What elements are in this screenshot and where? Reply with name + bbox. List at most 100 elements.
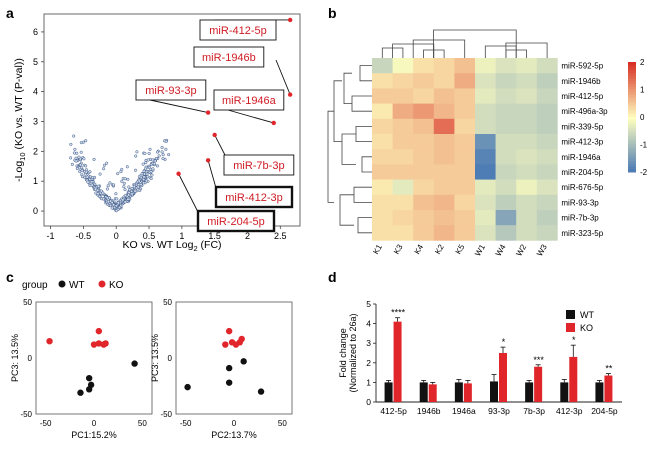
heatmap-cell bbox=[434, 73, 455, 89]
data-point bbox=[69, 157, 72, 160]
bar bbox=[455, 382, 463, 402]
heatmap-cell bbox=[516, 210, 537, 226]
data-point bbox=[84, 165, 87, 168]
data-point bbox=[117, 202, 120, 205]
row-label: miR-7b-3p bbox=[561, 214, 599, 223]
data-point bbox=[142, 178, 145, 181]
data-point bbox=[73, 152, 76, 155]
data-point bbox=[89, 170, 92, 173]
heatmap-cell bbox=[475, 225, 496, 241]
data-point bbox=[100, 190, 103, 193]
y-tick-label: 0 bbox=[366, 397, 371, 407]
data-point bbox=[124, 194, 127, 197]
row-dendrogram-branch bbox=[362, 157, 372, 172]
data-point bbox=[102, 167, 105, 170]
pca-point bbox=[96, 328, 102, 334]
heatmap-cell bbox=[454, 73, 475, 89]
data-point bbox=[146, 175, 149, 178]
y-tick-label: 3 bbox=[33, 116, 38, 126]
bar bbox=[534, 367, 542, 402]
data-point bbox=[150, 170, 153, 173]
data-point bbox=[75, 160, 78, 163]
data-point bbox=[83, 157, 86, 160]
legend-swatch bbox=[566, 323, 575, 332]
significance-marker: * bbox=[502, 337, 506, 347]
heatmap-cell bbox=[434, 149, 455, 165]
x-tick-label: 50 bbox=[138, 419, 147, 428]
y-axis-label: PC3: 13.5% bbox=[150, 334, 160, 382]
y-tick-label: 4 bbox=[33, 87, 38, 97]
x-axis-label: PC1:15.2% bbox=[71, 430, 117, 440]
data-point bbox=[99, 173, 102, 176]
pca-point bbox=[88, 382, 94, 388]
heatmap-cell bbox=[496, 225, 517, 241]
color-scale-label: -1 bbox=[640, 141, 648, 150]
bar bbox=[385, 382, 393, 402]
data-point bbox=[140, 183, 143, 186]
y-tick-label: 6 bbox=[33, 27, 38, 37]
color-scale-label: -2 bbox=[640, 168, 648, 177]
data-point bbox=[144, 152, 147, 155]
heatmap-cell bbox=[413, 210, 434, 226]
heatmap-cell bbox=[454, 119, 475, 135]
row-label: miR-412-3p bbox=[561, 138, 603, 147]
heatmap-cell bbox=[537, 73, 558, 89]
data-point bbox=[165, 148, 168, 151]
heatmap-cell bbox=[413, 180, 434, 196]
row-dendrogram-branch bbox=[360, 66, 372, 81]
heatmap-cell bbox=[537, 58, 558, 74]
data-point bbox=[145, 161, 148, 164]
heatmap-cell bbox=[393, 73, 414, 89]
heatmap-cell bbox=[393, 180, 414, 196]
x-tick-label: 2 bbox=[245, 231, 250, 241]
pca-point bbox=[239, 336, 245, 342]
data-point bbox=[128, 188, 131, 191]
heatmap-cell bbox=[496, 195, 517, 211]
panel-letter: a bbox=[6, 5, 14, 21]
heatmap-cell bbox=[496, 180, 517, 196]
heatmap-cell bbox=[475, 119, 496, 135]
y-tick-label: 5 bbox=[33, 57, 38, 67]
data-point bbox=[162, 157, 165, 160]
data-point bbox=[137, 186, 140, 189]
data-point bbox=[93, 158, 96, 161]
x-tick-label: 0 bbox=[232, 419, 237, 428]
heatmap-cell bbox=[475, 164, 496, 180]
y-tick-label: 0 bbox=[28, 354, 33, 363]
heatmap-cell bbox=[516, 73, 537, 89]
heatmap-cell bbox=[393, 149, 414, 165]
pca-frame bbox=[176, 302, 292, 414]
data-point bbox=[80, 166, 83, 169]
row-label: miR-93-3p bbox=[561, 198, 599, 207]
data-point bbox=[141, 172, 144, 175]
heatmap-cell bbox=[454, 210, 475, 226]
x-tick-label: -1 bbox=[47, 231, 55, 241]
heatmap-cell bbox=[454, 180, 475, 196]
y-tick-label: -50 bbox=[20, 410, 32, 419]
heatmap-cell bbox=[516, 180, 537, 196]
column-label: W1 bbox=[473, 242, 487, 257]
data-point bbox=[161, 151, 164, 154]
data-point bbox=[98, 195, 101, 198]
data-point bbox=[124, 177, 127, 180]
heatmap-cell bbox=[537, 88, 558, 104]
highlight-label: miR-412-5p bbox=[209, 25, 266, 37]
data-point bbox=[153, 162, 156, 165]
y-tick-label: 0 bbox=[33, 206, 38, 216]
bar bbox=[464, 383, 472, 402]
highlight-label: miR-93-3p bbox=[145, 85, 196, 97]
x-tick-label: -50 bbox=[40, 419, 52, 428]
heatmap-cell bbox=[372, 58, 393, 74]
highlighted-point bbox=[176, 172, 180, 176]
pca-frame bbox=[36, 302, 152, 414]
heatmap-cell bbox=[454, 104, 475, 120]
pca-point bbox=[222, 341, 228, 347]
significance-marker: *** bbox=[533, 355, 544, 365]
data-point bbox=[147, 159, 150, 162]
data-point bbox=[107, 184, 110, 187]
legend-swatch bbox=[59, 281, 66, 288]
